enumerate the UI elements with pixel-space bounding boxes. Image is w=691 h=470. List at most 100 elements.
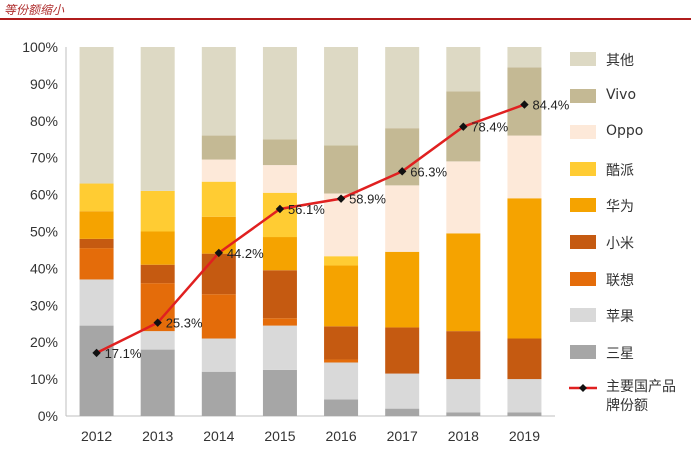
line-marker — [520, 100, 529, 109]
bar-segment — [446, 161, 481, 234]
legend-line-swatch — [569, 384, 597, 393]
line-marker — [336, 194, 346, 203]
legend-label: 小米 — [606, 236, 634, 252]
bar-segment — [140, 190, 175, 232]
line-marker — [214, 248, 224, 258]
bar-segment — [201, 371, 236, 416]
legend-swatch — [570, 308, 596, 323]
x-tick-label: 2012 — [81, 428, 112, 444]
data-label: 78.4% — [471, 120, 508, 135]
bar-segment — [79, 325, 114, 416]
bar-segment — [507, 135, 542, 199]
bar-segment — [385, 408, 420, 416]
data-label: 56.1% — [288, 202, 325, 217]
bar-segment — [201, 216, 236, 254]
line-marker — [275, 204, 285, 214]
legend-label: Vivo — [606, 86, 637, 103]
bar-segment — [262, 318, 297, 326]
bar-segment — [140, 264, 175, 284]
bar-segment — [262, 270, 297, 319]
data-label: 25.3% — [166, 316, 203, 331]
bar-segment — [324, 145, 359, 194]
legend-label: Oppo — [606, 123, 644, 140]
line-marker — [153, 318, 162, 327]
bar-segment — [385, 185, 420, 252]
data-label: 44.2% — [227, 246, 264, 261]
x-tick-label: 2018 — [448, 428, 479, 444]
legend-swatch — [570, 198, 596, 213]
y-tick-label: 10% — [30, 371, 58, 387]
legend-label: 三星 — [606, 345, 634, 362]
bar-segment — [324, 256, 359, 266]
bar-segment — [201, 135, 236, 160]
bar-segment — [262, 139, 297, 166]
bar-segment — [507, 198, 542, 339]
bar-segment — [79, 238, 114, 249]
bar-segment — [201, 253, 236, 295]
line-marker — [397, 167, 407, 176]
bar-segment — [79, 47, 114, 184]
legend-label: 其他 — [606, 53, 634, 69]
y-tick-label: 70% — [30, 150, 58, 166]
legend-swatch — [570, 161, 596, 176]
legend-swatch — [570, 344, 596, 359]
bar-segment — [140, 47, 175, 191]
bar-segment — [324, 399, 359, 416]
bar-segment — [507, 338, 542, 380]
bar-segment — [324, 47, 359, 146]
y-tick-label: 60% — [30, 187, 58, 203]
bar-segment — [446, 379, 481, 413]
bar-segment — [385, 251, 420, 328]
bar-segment — [446, 47, 481, 92]
data-label: 17.1% — [105, 346, 142, 361]
bar-segment — [507, 47, 542, 68]
share-line — [96, 103, 525, 355]
bar-segment — [140, 349, 175, 416]
bar-segment — [201, 47, 236, 136]
y-tick-label: 80% — [30, 113, 58, 129]
bar-segment — [140, 231, 175, 265]
legend-swatch — [570, 271, 596, 286]
bar-segment — [446, 331, 481, 380]
bar-segment — [324, 359, 359, 363]
bar-segment — [385, 327, 420, 374]
bar-segment — [79, 279, 114, 326]
y-tick-label: 30% — [30, 297, 58, 313]
bar-segment — [324, 265, 359, 327]
bar-segment — [79, 248, 114, 280]
data-label: 66.3% — [410, 164, 447, 179]
x-tick-label: 2014 — [203, 428, 234, 444]
legend-label: 苹果 — [606, 309, 634, 326]
y-tick-label: 40% — [30, 260, 58, 276]
legend-line-label: 主要国产品牌份额 — [606, 379, 676, 415]
bar-segment — [324, 326, 359, 360]
bar-segment — [262, 237, 297, 271]
legend-label: 联想 — [606, 272, 634, 289]
bar-segment — [262, 47, 297, 140]
legend-line-marker — [579, 384, 587, 393]
bar-segment — [140, 331, 175, 350]
header-title: 等份额缩小 — [4, 3, 65, 17]
header-rule — [0, 18, 691, 20]
x-tick-label: 2019 — [509, 428, 540, 444]
x-tick-label: 2015 — [264, 428, 295, 444]
y-tick-label: 90% — [30, 76, 58, 92]
legend-label: 酷派 — [606, 162, 634, 179]
data-label: 58.9% — [349, 192, 386, 207]
bar-segment — [324, 362, 359, 400]
y-tick-label: 20% — [30, 334, 58, 350]
bar-segment — [201, 159, 236, 182]
bar-segment — [507, 412, 542, 416]
legend-swatch — [570, 125, 596, 140]
bar-segment — [79, 183, 114, 212]
bar-segment — [262, 325, 297, 370]
y-tick-label: 0% — [38, 408, 58, 424]
bar-segment — [79, 211, 114, 239]
x-tick-label: 2013 — [142, 428, 173, 444]
legend-swatch — [570, 88, 596, 103]
bar-segment — [446, 233, 481, 332]
bar-segment — [201, 338, 236, 372]
bar-segment — [385, 373, 420, 409]
y-tick-label: 50% — [30, 224, 58, 240]
